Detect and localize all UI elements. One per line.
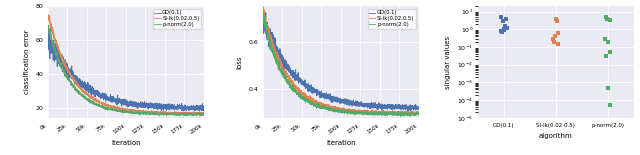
p-norm(2.0) <box>382 113 390 114</box>
p-norm(2.0) <box>410 113 418 115</box>
Point <box>552 32 563 34</box>
SI-lk(0.02,0.5) <box>200 111 207 113</box>
GD(0.1) <box>44 40 52 42</box>
Y-axis label: classification error: classification error <box>24 30 29 94</box>
GD(0.1) <box>410 105 418 107</box>
Point <box>496 16 506 18</box>
GD(0.1) <box>120 98 127 100</box>
Line: GD(0.1): GD(0.1) <box>263 7 419 111</box>
Point <box>550 17 561 20</box>
p-norm(2.0) <box>335 109 342 111</box>
Point <box>499 29 509 31</box>
SI-lk(0.02,0.5) <box>267 40 275 42</box>
Line: p-norm(2.0): p-norm(2.0) <box>263 13 419 116</box>
X-axis label: Iteration: Iteration <box>326 140 356 146</box>
Point <box>550 35 560 38</box>
GD(0.1) <box>410 107 418 109</box>
Point <box>548 37 558 40</box>
GD(0.1) <box>415 109 422 111</box>
p-norm(2.0) <box>44 25 52 27</box>
SI-lk(0.02,0.5) <box>259 6 267 7</box>
GD(0.1) <box>331 96 339 98</box>
SI-lk(0.02,0.5) <box>167 113 175 115</box>
Y-axis label: loss: loss <box>237 55 243 69</box>
GD(0.1) <box>382 108 390 110</box>
Point <box>605 18 616 21</box>
SI-lk(0.02,0.5) <box>410 113 418 115</box>
SI-lk(0.02,0.5) <box>120 108 127 110</box>
Point <box>601 16 611 18</box>
SI-lk(0.02,0.5) <box>396 114 404 116</box>
SI-lk(0.02,0.5) <box>195 113 203 115</box>
p-norm(2.0) <box>267 44 275 45</box>
p-norm(2.0) <box>195 113 203 115</box>
SI-lk(0.02,0.5) <box>415 112 422 114</box>
Point <box>602 17 612 20</box>
p-norm(2.0) <box>200 114 207 116</box>
SI-lk(0.02,0.5) <box>335 108 342 110</box>
p-norm(2.0) <box>195 113 203 115</box>
Point <box>500 25 510 27</box>
Point <box>603 86 613 89</box>
p-norm(2.0) <box>167 113 175 115</box>
p-norm(2.0) <box>52 53 60 55</box>
X-axis label: algorithm: algorithm <box>539 133 573 139</box>
SI-lk(0.02,0.5) <box>44 16 52 18</box>
GD(0.1) <box>52 47 60 49</box>
SI-lk(0.02,0.5) <box>196 112 204 114</box>
GD(0.1) <box>259 6 267 8</box>
GD(0.1) <box>196 110 204 112</box>
p-norm(2.0) <box>331 109 339 111</box>
Point <box>500 17 511 20</box>
Line: GD(0.1): GD(0.1) <box>48 27 204 111</box>
p-norm(2.0) <box>116 109 124 111</box>
GD(0.1) <box>335 99 342 101</box>
p-norm(2.0) <box>397 115 404 117</box>
GD(0.1) <box>200 107 207 108</box>
SI-lk(0.02,0.5) <box>410 111 418 113</box>
Point <box>601 55 611 58</box>
p-norm(2.0) <box>410 112 418 114</box>
Legend: GD(0.1), SI-lk(0.02,0.5), p-norm(2.0): GD(0.1), SI-lk(0.02,0.5), p-norm(2.0) <box>367 9 416 29</box>
SI-lk(0.02,0.5) <box>331 107 339 108</box>
Point <box>603 40 613 43</box>
Point <box>496 30 506 32</box>
Y-axis label: singular values: singular values <box>445 35 451 89</box>
Point <box>499 20 509 22</box>
p-norm(2.0) <box>259 12 267 13</box>
GD(0.1) <box>267 43 275 45</box>
GD(0.1) <box>47 26 54 28</box>
Point <box>552 20 562 22</box>
Point <box>605 51 616 53</box>
SI-lk(0.02,0.5) <box>259 9 267 11</box>
Line: SI-lk(0.02,0.5): SI-lk(0.02,0.5) <box>263 7 419 115</box>
GD(0.1) <box>195 105 203 107</box>
GD(0.1) <box>259 8 267 10</box>
GD(0.1) <box>167 106 175 108</box>
Point <box>497 31 508 33</box>
p-norm(2.0) <box>196 115 204 117</box>
Line: SI-lk(0.02,0.5): SI-lk(0.02,0.5) <box>48 15 204 115</box>
Line: p-norm(2.0): p-norm(2.0) <box>48 26 204 116</box>
p-norm(2.0) <box>44 27 52 29</box>
GD(0.1) <box>404 110 412 112</box>
SI-lk(0.02,0.5) <box>52 41 60 43</box>
p-norm(2.0) <box>415 113 422 115</box>
X-axis label: Iteration: Iteration <box>111 140 141 146</box>
Point <box>553 43 563 45</box>
p-norm(2.0) <box>259 20 267 22</box>
Point <box>499 28 509 31</box>
SI-lk(0.02,0.5) <box>382 111 390 113</box>
SI-lk(0.02,0.5) <box>45 14 52 16</box>
Legend: GD(0.1), SI-lk(0.02,0.5), p-norm(2.0): GD(0.1), SI-lk(0.02,0.5), p-norm(2.0) <box>153 9 201 29</box>
Point <box>502 27 512 29</box>
SI-lk(0.02,0.5) <box>116 108 124 109</box>
GD(0.1) <box>195 108 203 110</box>
Point <box>605 104 615 107</box>
Point <box>549 40 559 43</box>
Point <box>600 37 610 40</box>
SI-lk(0.02,0.5) <box>175 114 182 116</box>
GD(0.1) <box>116 101 124 103</box>
p-norm(2.0) <box>120 110 127 112</box>
